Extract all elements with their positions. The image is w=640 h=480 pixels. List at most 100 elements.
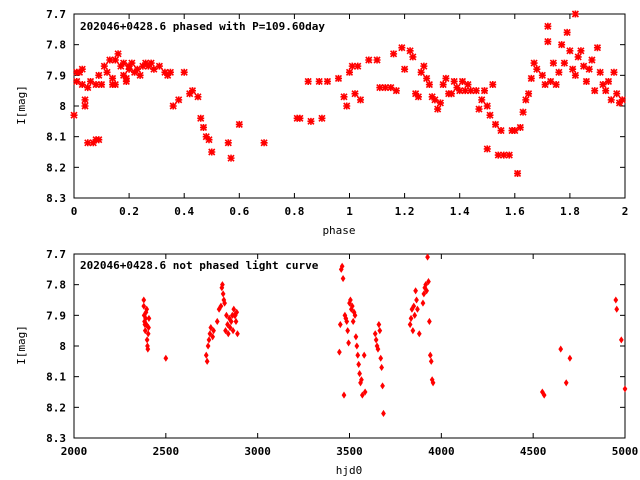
phased-data-point [571,71,579,79]
phased-data-point [81,102,89,110]
phased-data-point [533,65,541,73]
phased-data-point [434,105,442,113]
unphased-y-tick-label: 7.7 [46,248,66,261]
unphased-y-tick-label: 8 [59,340,66,353]
phased-data-point [541,80,549,89]
phased-data-point [111,80,119,89]
unphased-data-point [567,354,573,362]
phased-data-point [486,111,494,119]
phased-data-point [425,80,433,89]
phased-data-point [92,80,100,89]
phased-y-tick-label: 8.1 [46,131,66,144]
phased-data-point [78,80,86,89]
phased-data-point [81,96,89,104]
phased-data-point [560,59,568,67]
phased-data-point [555,68,563,76]
phased-x-tick-label: 0.6 [229,205,249,218]
phased-data-point [582,77,590,86]
phased-data-point [180,68,188,76]
unphased-data-point [220,290,226,298]
phased-data-point [505,151,513,159]
phased-data-point [86,77,95,86]
phased-data-point [497,126,505,135]
phased-data-point [522,96,530,104]
unphased-x-axis-label: hjd0 [336,464,363,477]
unphased-data-point [230,327,236,335]
phased-data-point [401,65,409,73]
unphased-data-point [337,320,343,329]
unphased-data-point [214,317,220,326]
phased-data-point [447,90,456,98]
phased-data-point [73,77,81,86]
phased-data-point [345,68,354,76]
unphased-data-point [357,370,362,378]
unphased-data-point [378,354,384,362]
unphased-data-point [344,317,350,326]
phased-data-point [133,65,141,73]
phased-data-point [489,80,497,89]
phased-data-point [478,96,486,104]
unphased-light-curve-panel: 202046+0428.6 not phased light curve hjd… [15,248,638,477]
phased-data-point [591,87,599,95]
phased-data-point [500,151,508,159]
phased-x-tick-label: 1.4 [450,205,470,218]
phased-data-point [136,71,144,79]
phased-data-point [343,102,351,110]
phased-data-point [406,47,414,55]
unphased-y-tick-label: 8.2 [46,401,66,414]
phased-data-point [472,87,480,95]
phased-data-point [456,87,464,95]
unphased-data-point [356,360,362,368]
unphased-data-point [337,348,342,356]
unphased-data-point [352,311,358,319]
phased-data-point [111,56,119,64]
phased-data-point [120,59,128,67]
unphased-data-point [412,311,418,319]
phased-data-point [547,77,555,86]
unphased-x-tick-label: 2000 [61,445,88,458]
unphased-data-point [210,333,216,341]
unphased-data-point [376,320,382,329]
unphased-data-point [141,296,147,304]
phased-data-point [307,117,315,125]
unphased-data-point [208,324,214,332]
phased-data-point [199,123,208,132]
phased-data-point [354,62,362,70]
phased-data-point [511,126,519,135]
unphased-x-tick-label: 3000 [244,445,271,458]
phased-data-point [224,139,232,147]
unphased-data-point [235,330,240,338]
unphased-data-point [231,305,237,313]
phased-data-point [373,56,381,64]
phased-data-point [480,87,489,95]
unphased-data-point [142,327,148,335]
unphased-data-point [415,305,420,313]
unphased-data-point [234,308,240,316]
phased-data-point [519,108,527,116]
unphased-data-point [379,363,385,372]
phased-data-point [109,74,117,82]
unphased-x-tick-label: 4500 [520,445,547,458]
phased-data-point [513,169,522,178]
phased-data-point [613,90,621,98]
phased-x-tick-label: 1.2 [395,205,415,218]
phased-y-tick-label: 7.7 [46,8,66,21]
phased-data-point [356,96,365,104]
phased-data-point [376,84,384,92]
unphased-data-point [427,351,433,359]
unphased-plot-frame [73,253,626,439]
unphased-data-point [218,302,224,310]
unphased-data-point [541,391,547,399]
unphased-data-point [203,351,209,359]
phased-data-point [97,80,106,89]
unphased-data-point [223,327,228,335]
phased-data-point [439,80,447,89]
phased-data-point [461,87,469,95]
phased-data-point [602,87,610,95]
phased-data-point [414,93,422,101]
unphased-data-point [163,354,169,362]
unphased-data-point [228,317,234,326]
phased-data-point [106,56,114,64]
phased-y-tick-label: 8.2 [46,161,66,174]
phased-y-tick-label: 7.9 [46,69,66,82]
